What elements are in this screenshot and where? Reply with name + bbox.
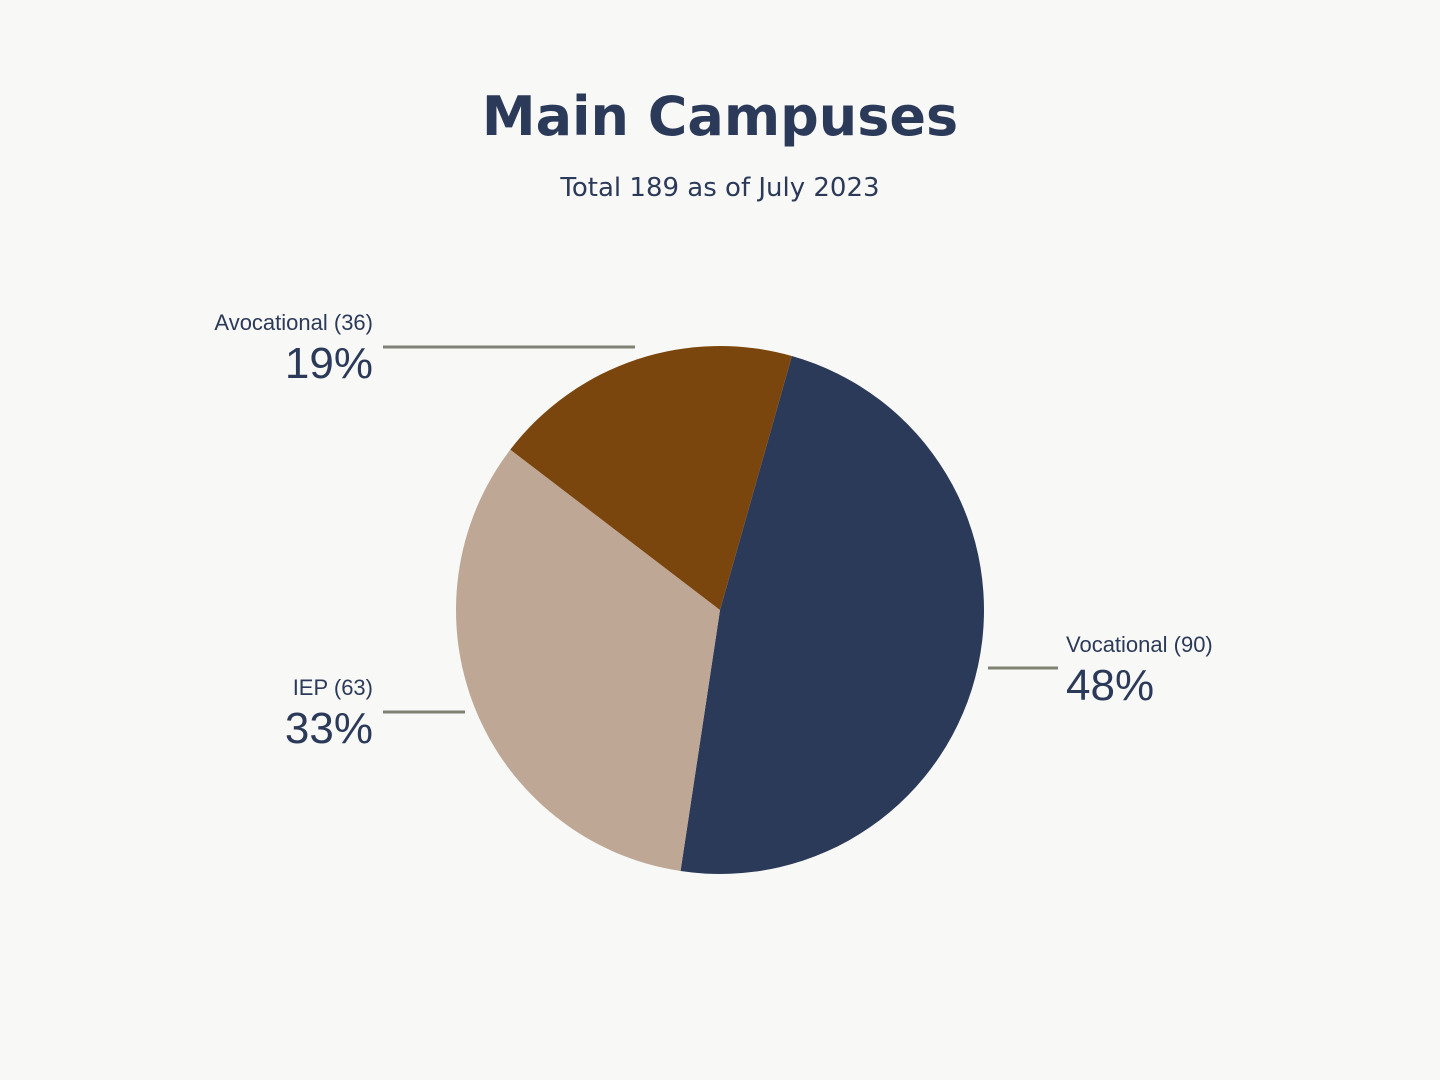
pie-slice — [510, 345, 792, 610]
chart-title: Main Campuses — [482, 85, 958, 148]
slice-category: IEP (63) — [293, 675, 373, 700]
chart-subtitle: Total 189 as of July 2023 — [559, 173, 879, 203]
pie-slice — [456, 449, 720, 872]
slice-percent: 19% — [285, 339, 373, 388]
slice-percent: 48% — [1066, 661, 1154, 710]
slice-category: Vocational (90) — [1066, 632, 1213, 657]
slice-percent: 33% — [285, 704, 373, 753]
slice-category: Avocational (36) — [214, 310, 373, 335]
pie-slice — [680, 355, 984, 874]
